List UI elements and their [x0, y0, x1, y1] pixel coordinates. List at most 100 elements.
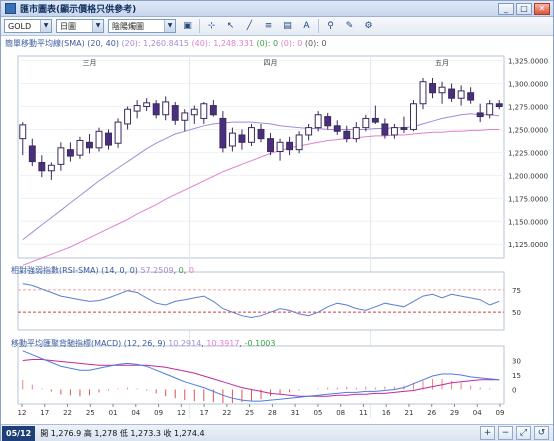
candle-body [324, 116, 332, 127]
macd-value: 10.2914 [168, 339, 202, 348]
close-value: 1,274.4 [174, 428, 205, 438]
candle-body [495, 103, 503, 107]
maximize-button[interactable]: □ [516, 3, 532, 15]
candle-body [152, 103, 160, 116]
macd-line [22, 350, 500, 402]
price-tick-label: 1,175.0000 [508, 195, 548, 203]
toolbar-separator [318, 19, 319, 33]
candle-body [448, 88, 456, 99]
chart-area[interactable]: 1,325.0000 1,300.0000 1,275.0000 1,250.0000… [4, 48, 552, 423]
channel-icon[interactable]: ▤ [283, 21, 292, 31]
x-tick-label: 09 [496, 409, 505, 417]
close-label: 收 [163, 428, 172, 438]
close-button[interactable]: ✕ [534, 3, 550, 15]
candle-body [200, 103, 208, 119]
sma40-label: (40): [191, 39, 211, 48]
zoom-fit-icon[interactable]: ⤢ [516, 426, 531, 440]
rsi-line [22, 283, 500, 319]
low-label: 低 [119, 428, 128, 438]
candle-body [267, 138, 274, 152]
cursor-icon[interactable]: ↖ [226, 21, 235, 31]
zoom-in-icon[interactable]: + [480, 426, 495, 440]
candle-body [362, 117, 370, 129]
x-tick-label: 31 [291, 409, 300, 417]
candle-body [95, 130, 103, 149]
price-tick-label: 1,300.0000 [508, 81, 548, 89]
app-icon [5, 3, 16, 14]
x-tick-label: 05 [313, 409, 322, 417]
candle-body [400, 127, 408, 130]
macd-name: 移動平均匯聚背馳指標(MACD) [11, 339, 122, 348]
candle-body [467, 92, 475, 101]
x-tick-label: 17 [40, 409, 49, 417]
rsi-legend: 相對強弱指數(RSI-SMA) (14, 0, 0) 57.2509, 0, 0 [11, 266, 194, 275]
x-tick-label: 04 [473, 409, 482, 417]
crosshair-icon[interactable]: ⊹ [207, 21, 216, 31]
macd-tick-label: 30 [512, 358, 521, 366]
fibonacci-icon[interactable]: ≡ [264, 21, 273, 31]
interval-select-value: 日圖 [60, 21, 76, 31]
text-tool-icon[interactable]: A [303, 21, 310, 31]
candle-body [429, 83, 436, 94]
open-label: 開 [40, 428, 49, 438]
symbol-select[interactable]: GOLD ▼ [4, 19, 52, 33]
x-tick-label: 11 [359, 409, 368, 417]
rsi-zero-2: 0 [188, 266, 194, 275]
macd-params: (12, 26, 9) [123, 339, 166, 348]
price-tick-label: 1,125.0000 [508, 241, 548, 249]
x-tick-label: 25 [86, 409, 95, 417]
zoom-reset-icon[interactable]: ↺ [534, 426, 549, 440]
symbol-select-value: GOLD [8, 21, 32, 31]
candle-body [257, 128, 265, 140]
rsi-name: 相對強弱指數(RSI-SMA) [11, 266, 99, 275]
price-tick-label: 1,150.0000 [508, 218, 548, 226]
draw-icon[interactable]: ✎ [345, 21, 354, 31]
high-value: 1,278 [94, 428, 118, 438]
candle-body [76, 139, 84, 156]
x-tick-label: 28 [268, 409, 277, 417]
sma20-value: 1,260.8415 [143, 39, 189, 48]
interval-select[interactable]: 日圖 ▼ [56, 19, 104, 33]
candle-body [133, 105, 141, 112]
status-bar: 05/12 開 1,276.9 高 1,278 低 1,273.3 收 1,27… [1, 424, 553, 441]
candle-body [19, 124, 27, 140]
settings-icon[interactable]: ⚙ [364, 21, 373, 31]
macd-hist-value: -0.1003 [244, 339, 276, 348]
price-tick-label: 1,250.0000 [508, 126, 548, 134]
toolbar: GOLD ▼ 日圖 ▼ 陰陽燭圖 ▼ ▣ ⊹ ↖ ╱ ≡ ▤ A ⚲ ✎ ⚙ [1, 17, 553, 36]
price-tick-label: 1,225.0000 [508, 149, 548, 157]
x-tick-label: 04 [131, 409, 140, 417]
zoom-out-icon[interactable]: − [498, 426, 513, 440]
sma-extra-2: (0): 0 [280, 39, 303, 48]
x-tick-label: 22 [63, 409, 72, 417]
price-tick-label: 1,275.0000 [508, 104, 548, 112]
candle-body [238, 134, 246, 143]
candle-body [190, 108, 198, 116]
chevron-down-icon: ▼ [92, 20, 103, 32]
price-panel: 1,325.0000 1,300.0000 1,275.0000 1,250.0000… [17, 55, 548, 418]
chart-style-select[interactable]: 陰陽燭圖 ▼ [108, 19, 176, 33]
month-label: 四月 [264, 59, 278, 67]
candle-body [124, 108, 132, 125]
candle-body [314, 114, 322, 129]
candle-body [47, 164, 55, 172]
title-bar[interactable]: 匯市圖表(顯示價格只供參考) _ □ ✕ [1, 1, 553, 17]
candle-body [114, 121, 122, 144]
sma40-line [22, 129, 500, 266]
rsi-zero-1: 0 [178, 266, 184, 275]
candle-body [248, 127, 255, 143]
trendline-icon[interactable]: ╱ [246, 21, 253, 31]
minimize-button[interactable]: _ [498, 3, 514, 15]
low-value: 1,273.3 [130, 428, 161, 438]
rsi-value: 57.2509 [140, 266, 174, 275]
chart-canvas[interactable]: 1,325.0000 1,300.0000 1,275.0000 1,250.0000… [4, 48, 552, 423]
rsi-params: (14, 0, 0) [101, 266, 138, 275]
x-tick-label: 29 [450, 409, 459, 417]
zoom-controls: + − ⤢ ↺ [480, 426, 549, 440]
candle-body [162, 101, 170, 116]
x-tick-label: 25 [245, 409, 254, 417]
zoom-icon[interactable]: ⚲ [327, 21, 334, 31]
save-icon[interactable]: ▣ [183, 21, 192, 31]
sma-extra-1: (0): 0 [256, 39, 279, 48]
window-controls: _ □ ✕ [498, 3, 550, 15]
